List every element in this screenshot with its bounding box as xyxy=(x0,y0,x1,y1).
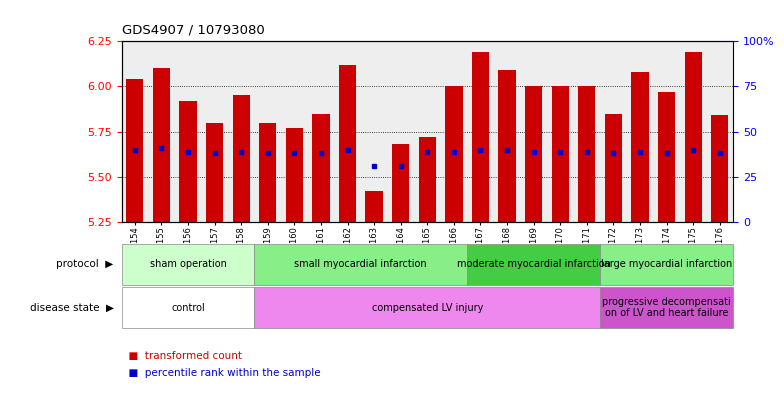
Bar xyxy=(122,244,255,285)
Bar xyxy=(122,287,255,328)
Bar xyxy=(684,52,702,222)
Bar xyxy=(392,144,409,222)
Text: compensated LV injury: compensated LV injury xyxy=(372,303,483,312)
Text: ■  percentile rank within the sample: ■ percentile rank within the sample xyxy=(122,367,320,378)
Bar xyxy=(600,287,733,328)
Bar xyxy=(419,137,436,222)
Bar xyxy=(339,65,356,222)
Text: disease state  ▶: disease state ▶ xyxy=(30,303,114,312)
Bar xyxy=(525,86,543,222)
Text: protocol  ▶: protocol ▶ xyxy=(56,259,114,269)
Bar xyxy=(126,79,143,222)
Bar xyxy=(206,123,223,222)
Bar xyxy=(600,244,733,285)
Text: control: control xyxy=(171,303,205,312)
Bar xyxy=(499,70,516,222)
Bar xyxy=(233,95,250,222)
Bar xyxy=(467,244,600,285)
Bar xyxy=(711,116,728,222)
Bar xyxy=(255,244,467,285)
Bar xyxy=(365,191,383,222)
Bar xyxy=(180,101,197,222)
Text: progressive decompensati
on of LV and heart failure: progressive decompensati on of LV and he… xyxy=(602,297,731,318)
Text: small myocardial infarction: small myocardial infarction xyxy=(295,259,427,269)
Bar xyxy=(285,128,303,222)
Bar xyxy=(578,86,596,222)
Text: sham operation: sham operation xyxy=(150,259,227,269)
Text: large myocardial infarction: large myocardial infarction xyxy=(601,259,732,269)
Bar xyxy=(153,68,170,222)
Text: GDS4907 / 10793080: GDS4907 / 10793080 xyxy=(122,24,264,37)
Bar xyxy=(445,86,463,222)
Bar xyxy=(604,114,622,222)
Bar xyxy=(472,52,489,222)
Bar xyxy=(255,287,600,328)
Bar xyxy=(658,92,675,222)
Text: moderate myocardial infarction: moderate myocardial infarction xyxy=(457,259,611,269)
Bar xyxy=(631,72,648,222)
Bar xyxy=(312,114,329,222)
Bar xyxy=(552,86,569,222)
Text: ■  transformed count: ■ transformed count xyxy=(122,351,241,361)
Bar xyxy=(259,123,277,222)
